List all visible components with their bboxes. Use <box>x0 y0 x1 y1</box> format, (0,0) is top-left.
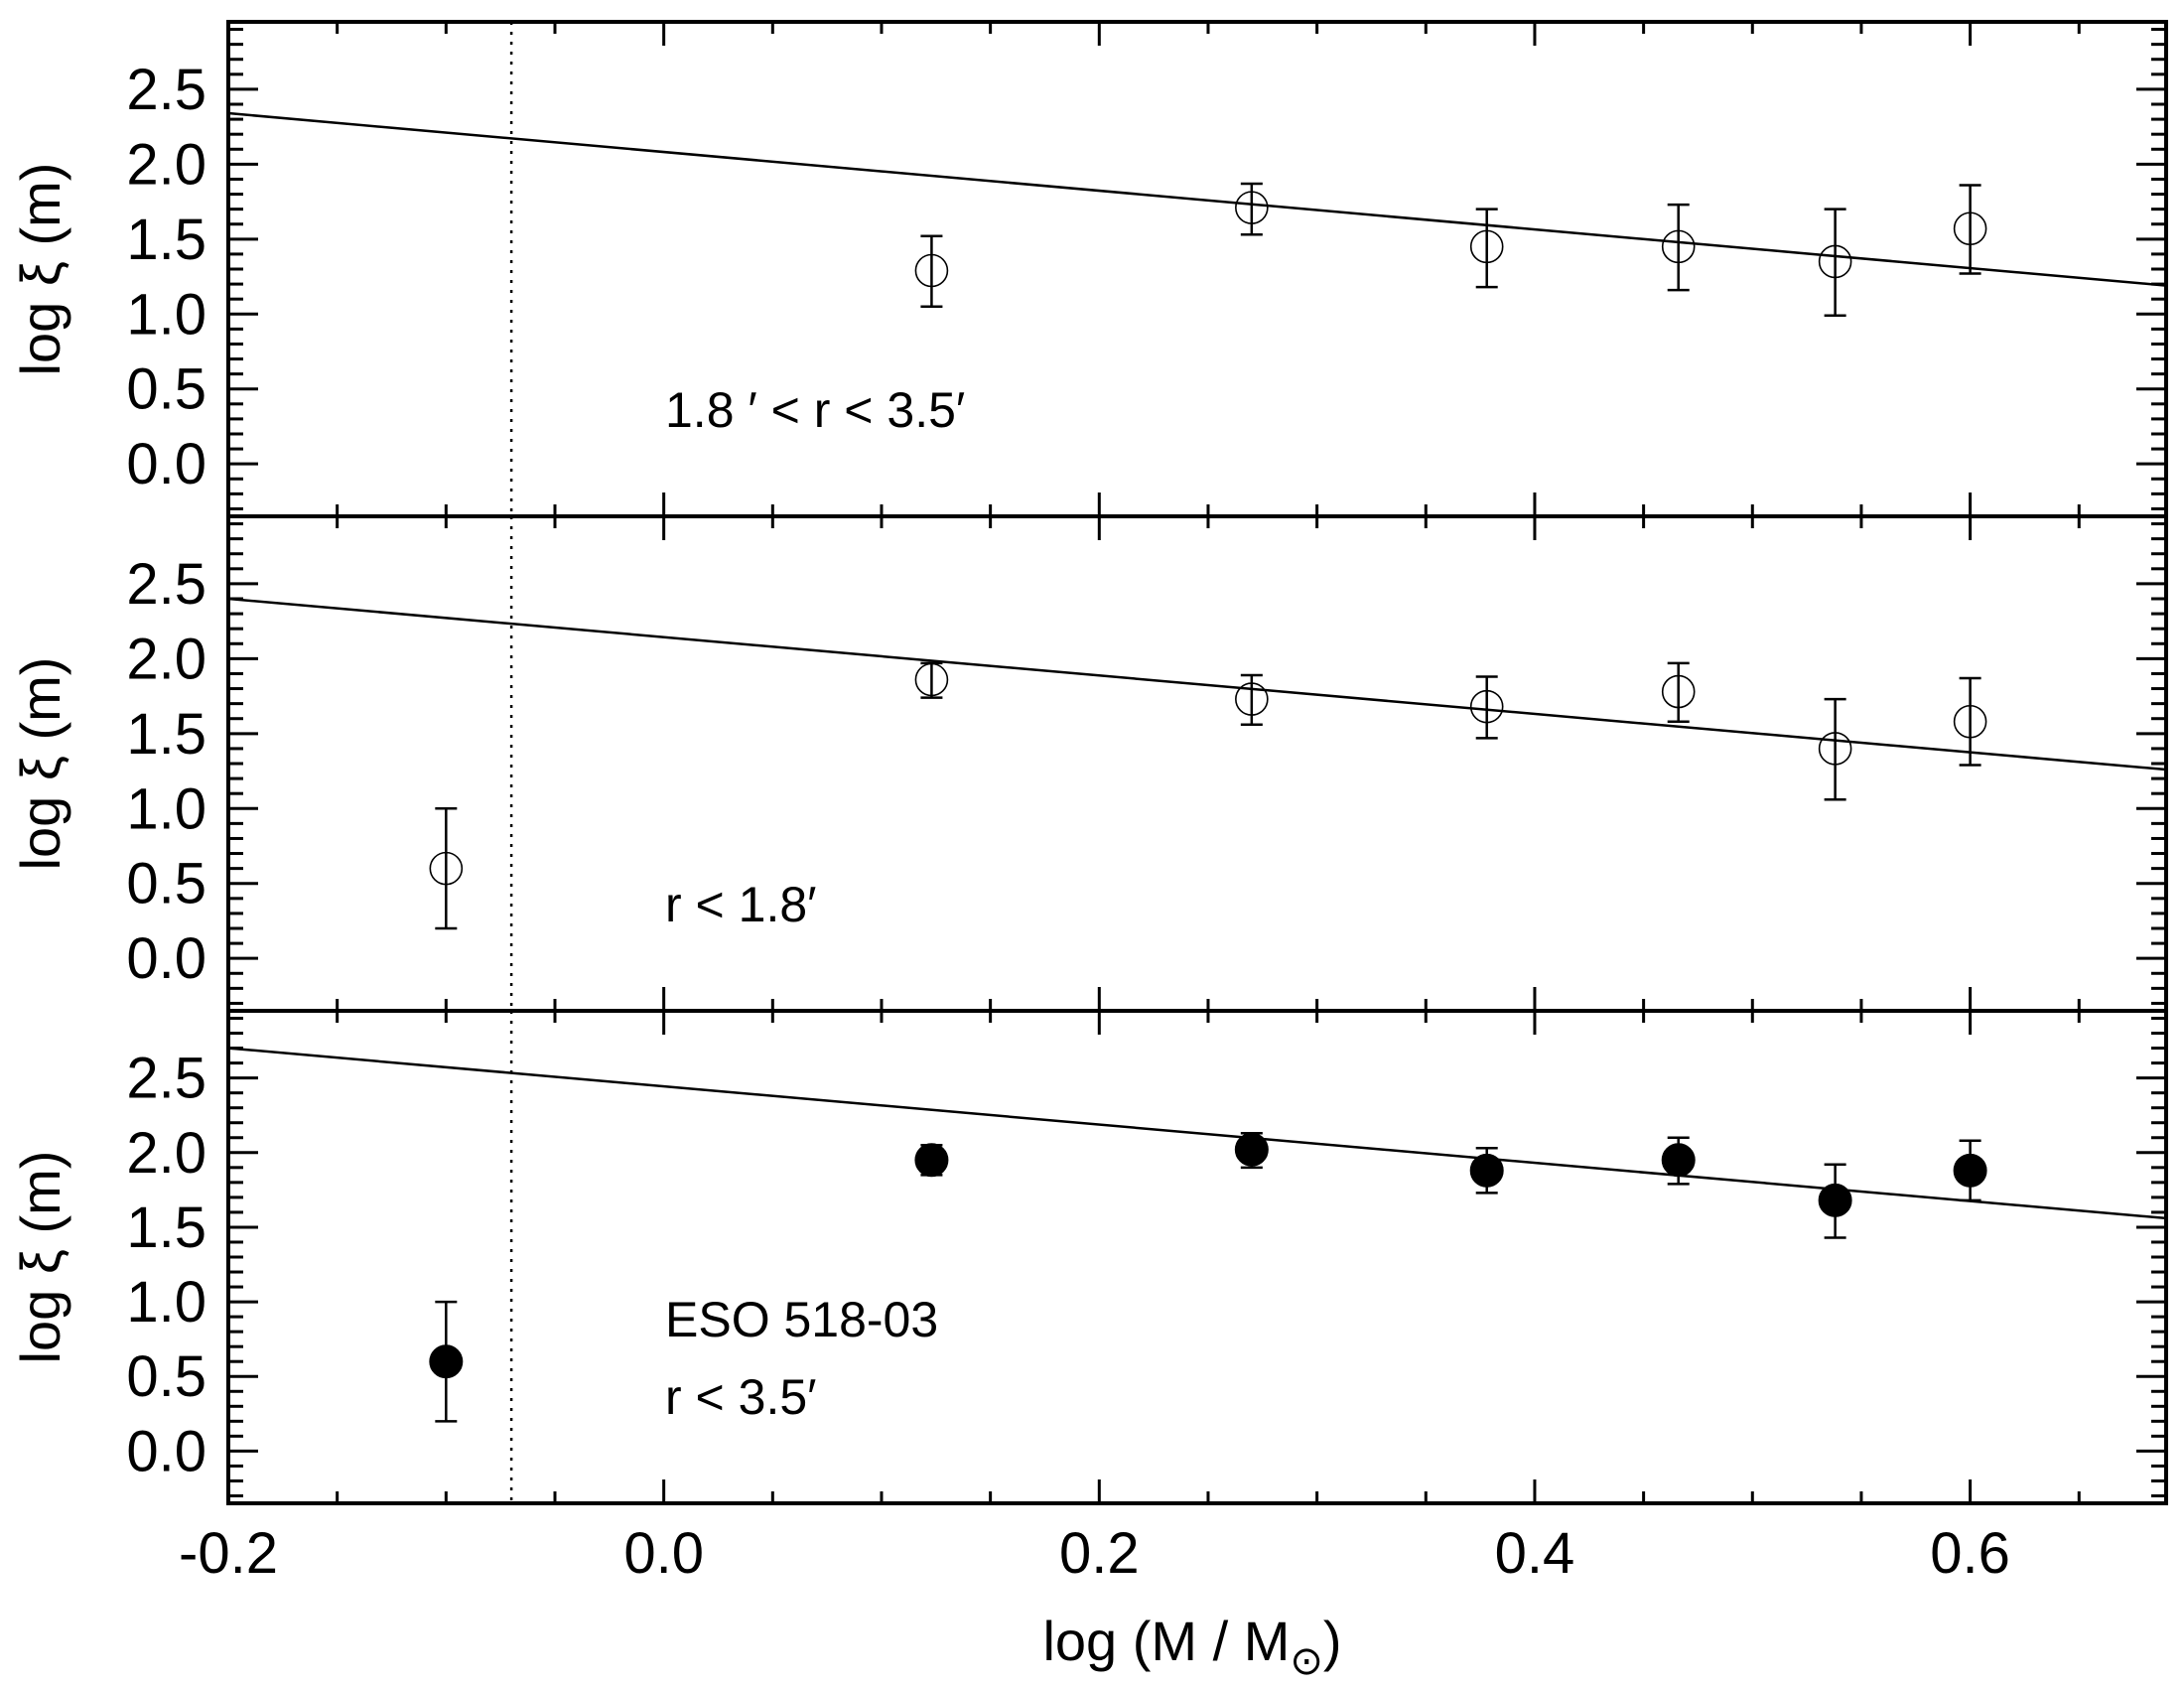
data-point-open <box>429 851 464 886</box>
panel-annotation: 1.8 ′ < r < 3.5′ <box>665 382 965 438</box>
data-point-filled <box>1661 1143 1696 1178</box>
y-axis-title: log ξ (m) <box>9 1151 71 1364</box>
x-tick-label: 0.2 <box>1059 1521 1140 1586</box>
panel-3: 0.0 0.5 1.0 1.5 2.0 2.5 log ξ (m) ESO 518-03 r <… <box>9 1009 2168 1505</box>
data-point-open <box>1661 229 1696 264</box>
x-tick-label: -0.2 <box>179 1521 278 1586</box>
y-tick-label: 0.0 <box>126 1419 206 1483</box>
fit-line <box>227 111 2167 287</box>
data-point-filled <box>1818 1183 1852 1217</box>
y-tick-label: 0.5 <box>126 1344 206 1409</box>
panel-2: 0.0 0.5 1.0 1.5 2.0 2.5 log ξ (m) r < 1.8′ <box>9 514 2168 1013</box>
y-axis-title: log ξ (m) <box>9 163 71 376</box>
y-tick-label: 0.0 <box>126 926 206 991</box>
data-point-open <box>1661 674 1696 709</box>
x-tick-labels: -0.2 0.0 0.2 0.4 0.6 <box>179 1521 2010 1586</box>
y-tick-label: 2.0 <box>126 627 206 691</box>
y-tick-label: 2.0 <box>126 1121 206 1186</box>
data-point-open <box>1953 704 1987 739</box>
y-tick-label: 2.5 <box>126 58 206 122</box>
y-tick-label: 1.5 <box>126 702 206 767</box>
panel-annotation: ESO 518-03 <box>665 1292 938 1347</box>
data-point-filled <box>1234 1132 1269 1167</box>
y-tick-label: 1.0 <box>126 776 206 841</box>
panel-frame <box>226 1009 2168 1505</box>
data-point-filled <box>429 1344 464 1379</box>
data-point-open <box>914 253 949 288</box>
y-tick-label: 1.0 <box>126 1270 206 1335</box>
panel-frame <box>226 20 2168 518</box>
x-tick-label: 0.6 <box>1930 1521 2010 1586</box>
y-tick-label: 1.5 <box>126 1196 206 1260</box>
data-point-filled <box>1953 1153 1987 1188</box>
y-tick-label: 0.5 <box>126 852 206 916</box>
y-axis-title: log ξ (m) <box>9 657 71 871</box>
data-point-open <box>914 662 949 697</box>
data-point-open <box>1235 191 1269 224</box>
panel-annotation: r < 3.5′ <box>665 1369 817 1425</box>
y-tick-label: 2.5 <box>126 552 206 617</box>
data-point-filled <box>914 1143 949 1178</box>
y-tick-label: 1.5 <box>126 208 206 272</box>
panel-frame <box>226 514 2168 1013</box>
x-axis-title-close: ) <box>1323 1610 1342 1672</box>
data-point-open <box>1469 689 1504 724</box>
fit-line <box>227 597 2167 772</box>
y-tick-label: 2.5 <box>126 1047 206 1111</box>
data-point-open <box>1235 682 1269 716</box>
data-point-open <box>1469 229 1504 264</box>
x-tick-label: 0.0 <box>623 1521 704 1586</box>
data-point-open <box>1953 211 1987 246</box>
data-point-open <box>1818 244 1852 279</box>
fit-line <box>227 1047 2167 1220</box>
y-tick-label: 0.5 <box>126 357 206 422</box>
y-tick-label: 0.0 <box>126 432 206 496</box>
panels-group: 0.0 0.5 1.0 1.5 2.0 2.5 log ξ (m) 1.8 ′ < r < 3… <box>9 20 2168 1505</box>
panel-annotation: r < 1.8′ <box>665 877 817 932</box>
y-tick-label: 1.0 <box>126 282 206 347</box>
panel-1: 0.0 0.5 1.0 1.5 2.0 2.5 log ξ (m) 1.8 ′ < r < 3… <box>9 20 2168 518</box>
data-point-open <box>1818 732 1852 766</box>
y-tick-label: 2.0 <box>126 132 206 197</box>
x-axis-title: log (M / M⊙) <box>1042 1610 1341 1683</box>
data-point-filled <box>1469 1153 1504 1188</box>
x-axis-title-subscript: ⊙ <box>1290 1639 1323 1683</box>
x-tick-label: 0.4 <box>1495 1521 1575 1586</box>
